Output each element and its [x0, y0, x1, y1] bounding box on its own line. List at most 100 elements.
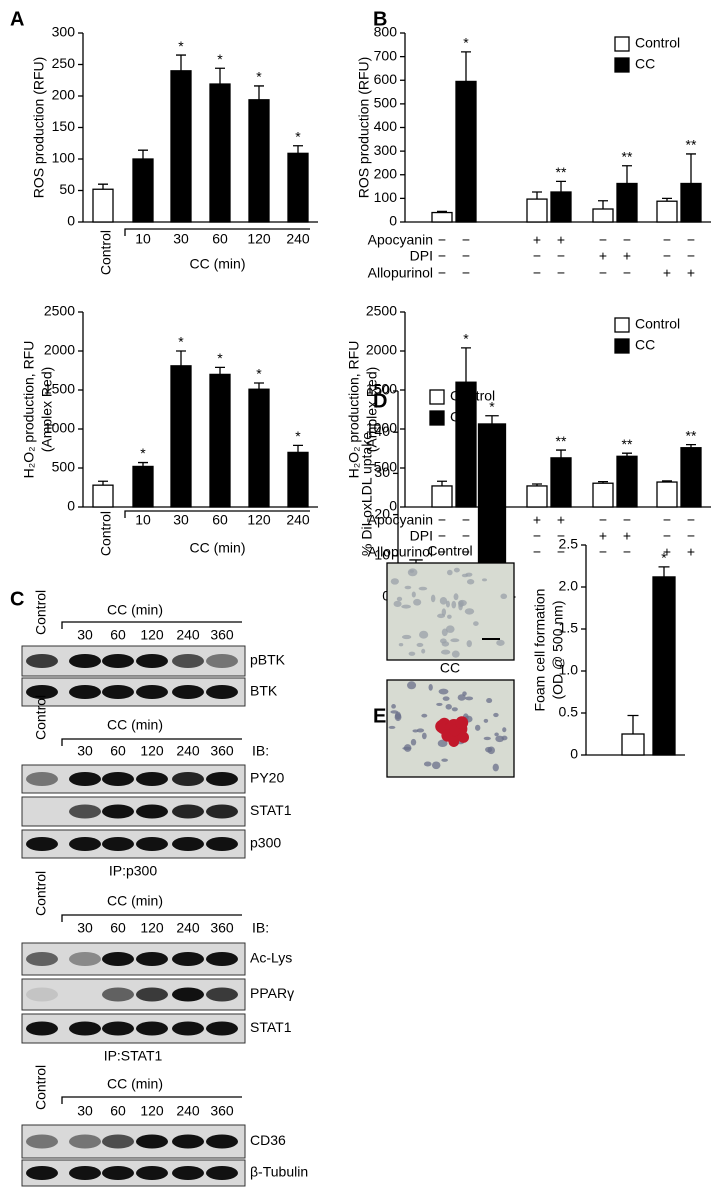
cell [458, 602, 463, 611]
treatment-mark: − [438, 528, 446, 544]
error-bar [461, 51, 471, 82]
cell [396, 596, 403, 602]
cell [416, 642, 424, 648]
treatment-mark: − [599, 512, 607, 528]
x-tick-label: Control [98, 230, 114, 275]
cell [391, 704, 396, 709]
cell [502, 727, 507, 733]
blot-band [206, 1021, 238, 1036]
y-tick-label: 0 [67, 498, 75, 514]
cell [494, 732, 499, 737]
y-axis-label: H₂O₂ production, RFU [346, 341, 362, 479]
cell [451, 707, 458, 712]
error-bar [254, 382, 264, 390]
significance-label: * [256, 69, 262, 85]
blot-band [136, 1166, 168, 1180]
error-bar [598, 481, 608, 484]
bar [592, 482, 614, 508]
treatment-mark: + [623, 528, 631, 544]
cell [486, 697, 493, 704]
band-label: PY20 [250, 770, 284, 786]
y-tick-label: 150 [52, 118, 76, 134]
bar [455, 80, 477, 223]
significance-label: * [178, 38, 184, 54]
y-tick-label: 50 [59, 181, 75, 197]
significance-label: ** [556, 164, 567, 180]
treatment-mark: − [438, 265, 446, 281]
bar [170, 70, 192, 223]
bar [680, 182, 702, 223]
y-tick-label: 0 [389, 498, 397, 514]
y-tick-label: 2.5 [559, 536, 579, 552]
blot-band [26, 1134, 58, 1149]
y-tick-label: 2500 [366, 303, 397, 319]
error-bar [437, 480, 447, 486]
treatment-mark: + [687, 265, 695, 281]
error-bar [293, 444, 303, 453]
blot-band [69, 654, 101, 668]
blot-band [102, 1166, 134, 1180]
group-label: CC (min) [107, 717, 163, 733]
treatment-mark: + [599, 248, 607, 264]
cell [438, 688, 449, 695]
panel-letter: D [373, 390, 387, 412]
x-tick-label: 120 [247, 512, 271, 528]
band-label: PPARγ [250, 985, 294, 1001]
cell [464, 608, 475, 615]
cell [440, 649, 451, 655]
treatment-mark: − [557, 528, 565, 544]
treatment-mark: − [438, 232, 446, 248]
error-bar [485, 415, 499, 424]
cell [410, 738, 417, 746]
error-bar [532, 191, 542, 200]
y-axis-label: (Amplex Red) [39, 367, 55, 453]
error-bar [662, 197, 672, 202]
blot-band [102, 837, 134, 851]
y-axis-label: (Amplex Red) [364, 367, 380, 453]
cell [393, 600, 402, 607]
legend-swatch [429, 410, 445, 426]
bar [656, 481, 678, 508]
significance-label: * [489, 398, 495, 414]
significance-label: ** [556, 433, 567, 449]
bar [287, 152, 309, 223]
legend-label: CC [450, 409, 470, 425]
group-label: CC (min) [107, 602, 163, 618]
error-bar [598, 200, 608, 210]
lane-control-label: Control [33, 695, 49, 740]
y-tick-label: 1500 [44, 381, 75, 397]
cell [482, 578, 487, 582]
treatment-mark: − [687, 528, 695, 544]
bar [248, 99, 270, 223]
blot-band [172, 685, 204, 699]
y-tick-label: 2500 [44, 303, 75, 319]
lane-label: 60 [110, 1103, 126, 1119]
cell [418, 586, 428, 591]
y-axis-label: ROS production (RFU) [356, 57, 372, 199]
error-bar [686, 443, 696, 448]
bar [287, 451, 309, 508]
y-tick-label: 1.0 [559, 662, 579, 678]
cell [388, 725, 396, 729]
cell [483, 736, 491, 741]
cell [390, 710, 399, 714]
treatment-mark: − [663, 528, 671, 544]
band-label: CD36 [250, 1132, 286, 1148]
significance-label: ** [686, 137, 697, 153]
y-tick-label: 300 [374, 142, 398, 158]
y-tick-label: 0.5 [559, 704, 579, 720]
band-label: p300 [250, 835, 281, 851]
error-bar [254, 85, 264, 100]
band-label: pBTK [250, 652, 286, 668]
error-bar [98, 183, 108, 190]
ib-label: IB: [252, 743, 269, 759]
bar [652, 576, 676, 756]
treatment-label: DPI [410, 248, 433, 264]
blot-band [69, 685, 101, 699]
cell [398, 642, 404, 647]
cell [421, 732, 427, 740]
group-bracket [61, 1096, 242, 1104]
micrograph [386, 679, 515, 778]
treatment-mark: + [557, 232, 565, 248]
blot-band [172, 804, 204, 819]
